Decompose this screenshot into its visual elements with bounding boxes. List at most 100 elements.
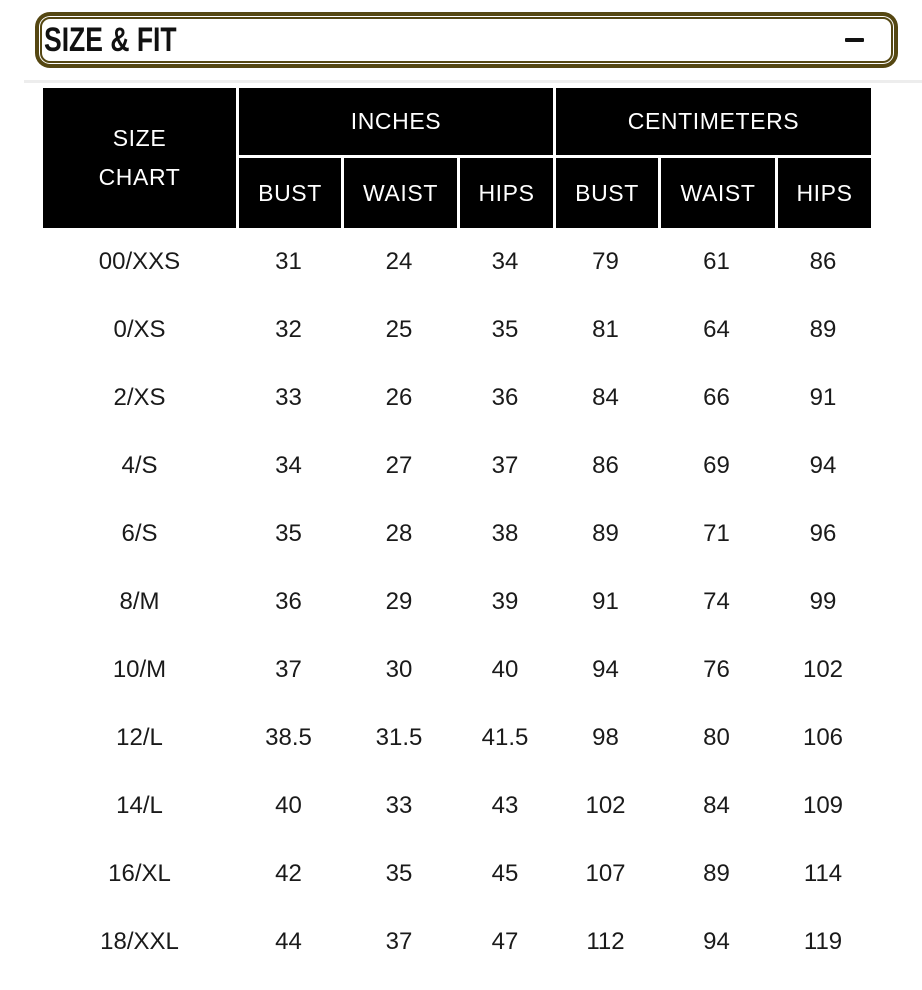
size-chart-row: 00/XXS 31 24 34 79 61 86: [43, 228, 872, 296]
centimeters-waist-cell: 74: [658, 568, 775, 636]
inches-waist-cell: 24: [341, 228, 457, 296]
size-label-cell: 2/XS: [43, 364, 236, 432]
size-chart-row: 0/XS 32 25 35 81 64 89: [43, 296, 872, 364]
centimeters-waist-cell: 76: [658, 636, 775, 704]
inches-hips-cell: 43: [457, 772, 553, 840]
centimeters-bust-cell: 81: [553, 296, 658, 364]
inches-waist-cell: 31.5: [341, 704, 457, 772]
size-label-cell: 00/XXS: [43, 228, 236, 296]
corner-label-line2: CHART: [98, 164, 181, 190]
centimeters-waist-cell: 84: [658, 772, 775, 840]
inches-waist-cell: 29: [341, 568, 457, 636]
centimeters-waist-cell: 94: [658, 908, 775, 976]
size-label-cell: 0/XS: [43, 296, 236, 364]
inches-bust-cell: 35: [236, 500, 341, 568]
inches-hips-cell: 34: [457, 228, 553, 296]
size-chart-table: SIZE CHART INCHES CENTIMETERS BUST WAIST…: [43, 88, 872, 976]
inches-bust-cell: 31: [236, 228, 341, 296]
inches-bust-cell: 37: [236, 636, 341, 704]
centimeters-bust-cell: 107: [553, 840, 658, 908]
size-label-cell: 12/L: [43, 704, 236, 772]
centimeters-bust-cell: 112: [553, 908, 658, 976]
centimeters-waist-cell: 64: [658, 296, 775, 364]
size-and-fit-accordion-header[interactable]: SIZE & FIT: [40, 17, 893, 63]
size-label-cell: 10/M: [43, 636, 236, 704]
corner-label-line1: SIZE: [112, 125, 167, 151]
centimeters-hips-cell: 94: [775, 432, 872, 500]
centimeters-bust-cell: 102: [553, 772, 658, 840]
size-chart-row: 12/L 38.5 31.5 41.5 98 80 106: [43, 704, 872, 772]
inches-waist-cell: 33: [341, 772, 457, 840]
size-chart-row: 2/XS 33 26 36 84 66 91: [43, 364, 872, 432]
inches-waist-header: WAIST: [341, 158, 457, 228]
inches-hips-cell: 39: [457, 568, 553, 636]
centimeters-hips-header: HIPS: [775, 158, 872, 228]
inches-hips-header: HIPS: [457, 158, 553, 228]
size-chart-row: 8/M 36 29 39 91 74 99: [43, 568, 872, 636]
centimeters-bust-cell: 89: [553, 500, 658, 568]
centimeters-hips-cell: 91: [775, 364, 872, 432]
inches-bust-cell: 42: [236, 840, 341, 908]
inches-hips-cell: 35: [457, 296, 553, 364]
inches-hips-cell: 47: [457, 908, 553, 976]
inches-waist-cell: 28: [341, 500, 457, 568]
centimeters-hips-cell: 106: [775, 704, 872, 772]
size-label-cell: 14/L: [43, 772, 236, 840]
inches-bust-cell: 44: [236, 908, 341, 976]
inches-bust-cell: 34: [236, 432, 341, 500]
size-chart-header: SIZE CHART INCHES CENTIMETERS BUST WAIST…: [43, 88, 872, 228]
size-chart-row: 6/S 35 28 38 89 71 96: [43, 500, 872, 568]
centimeters-bust-header: BUST: [553, 158, 658, 228]
centimeters-hips-cell: 89: [775, 296, 872, 364]
inches-hips-cell: 36: [457, 364, 553, 432]
inches-hips-cell: 37: [457, 432, 553, 500]
centimeters-bust-cell: 84: [553, 364, 658, 432]
inches-bust-cell: 40: [236, 772, 341, 840]
size-label-cell: 8/M: [43, 568, 236, 636]
table-top-divider: [24, 80, 922, 83]
inches-group-header: INCHES: [236, 88, 553, 158]
collapse-minus-icon: [845, 38, 864, 42]
centimeters-hips-cell: 109: [775, 772, 872, 840]
accordion-title: SIZE & FIT: [44, 20, 177, 59]
inches-waist-cell: 37: [341, 908, 457, 976]
inches-bust-cell: 33: [236, 364, 341, 432]
centimeters-bust-cell: 98: [553, 704, 658, 772]
centimeters-waist-cell: 80: [658, 704, 775, 772]
centimeters-hips-cell: 96: [775, 500, 872, 568]
size-chart-row: 16/XL 42 35 45 107 89 114: [43, 840, 872, 908]
inches-bust-cell: 38.5: [236, 704, 341, 772]
size-label-cell: 4/S: [43, 432, 236, 500]
centimeters-waist-cell: 61: [658, 228, 775, 296]
inches-hips-cell: 38: [457, 500, 553, 568]
size-chart-row: 10/M 37 30 40 94 76 102: [43, 636, 872, 704]
centimeters-hips-cell: 86: [775, 228, 872, 296]
centimeters-hips-cell: 114: [775, 840, 872, 908]
centimeters-waist-cell: 69: [658, 432, 775, 500]
inches-bust-header: BUST: [236, 158, 341, 228]
centimeters-waist-cell: 71: [658, 500, 775, 568]
centimeters-waist-header: WAIST: [658, 158, 775, 228]
inches-waist-cell: 25: [341, 296, 457, 364]
centimeters-waist-cell: 89: [658, 840, 775, 908]
inches-waist-cell: 35: [341, 840, 457, 908]
size-chart-row: 4/S 34 27 37 86 69 94: [43, 432, 872, 500]
inches-waist-cell: 26: [341, 364, 457, 432]
size-label-cell: 18/XXL: [43, 908, 236, 976]
size-chart-row: 18/XXL 44 37 47 112 94 119: [43, 908, 872, 976]
centimeters-waist-cell: 66: [658, 364, 775, 432]
centimeters-bust-cell: 94: [553, 636, 658, 704]
size-chart-body: 00/XXS 31 24 34 79 61 86 0/XS 32 25 35 8…: [43, 228, 872, 976]
size-label-cell: 6/S: [43, 500, 236, 568]
inches-hips-cell: 41.5: [457, 704, 553, 772]
centimeters-bust-cell: 86: [553, 432, 658, 500]
centimeters-hips-cell: 119: [775, 908, 872, 976]
centimeters-bust-cell: 79: [553, 228, 658, 296]
centimeters-hips-cell: 102: [775, 636, 872, 704]
inches-waist-cell: 27: [341, 432, 457, 500]
inches-hips-cell: 45: [457, 840, 553, 908]
centimeters-group-header: CENTIMETERS: [553, 88, 872, 158]
size-chart-corner-cell: SIZE CHART: [43, 88, 236, 228]
inches-hips-cell: 40: [457, 636, 553, 704]
inches-waist-cell: 30: [341, 636, 457, 704]
